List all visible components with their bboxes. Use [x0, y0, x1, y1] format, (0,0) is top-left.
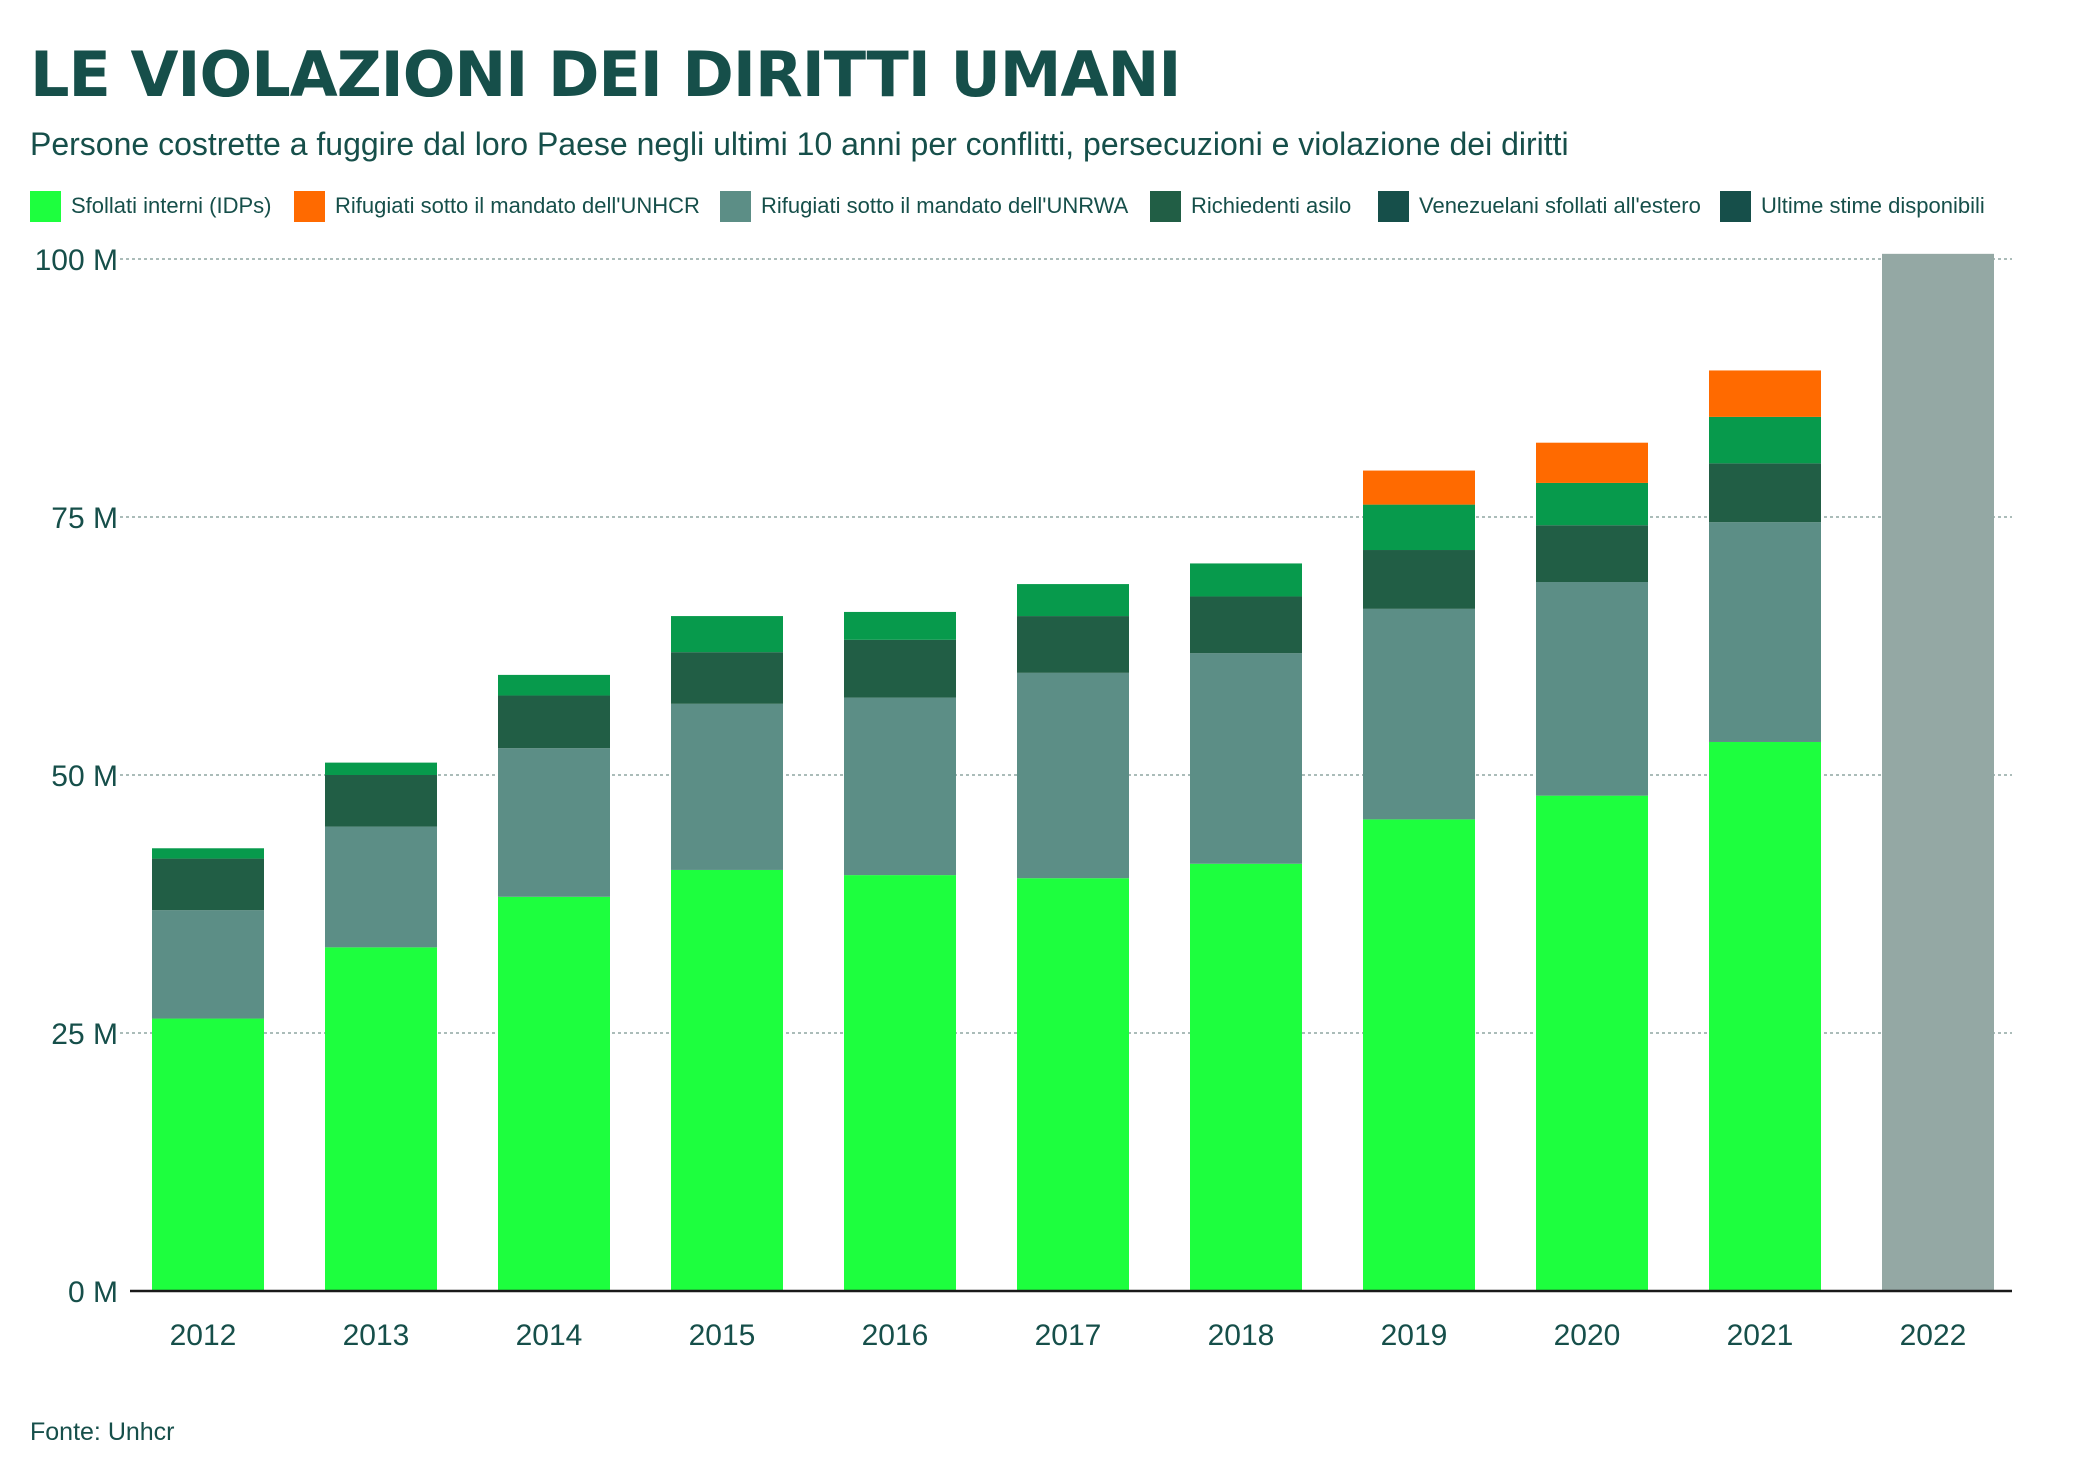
- y-tick-label: 75 M: [51, 502, 118, 535]
- x-tick-label: 2015: [689, 1319, 756, 1352]
- chart-subtitle: Persone costrette a fuggire dal loro Pae…: [30, 126, 1569, 162]
- legend-swatch: [1378, 190, 1409, 222]
- chart-plot: 0 M 25 M 50 M 75 M 100 M 2012 2013 2014 2015 2016…: [35, 244, 2012, 1352]
- bar-segment: [325, 947, 437, 1291]
- x-tick-label: 2013: [343, 1319, 410, 1352]
- legend-item: Rifugiati sotto il mandato dell'UNHCR: [294, 188, 700, 224]
- bar-segment: [1709, 522, 1821, 742]
- legend-swatch: [294, 190, 325, 222]
- bar-segment: [1190, 563, 1302, 597]
- x-tick-label: 2022: [1900, 1319, 1967, 1352]
- bar-segment: [1536, 582, 1648, 796]
- legend-label: Ultime stime disponibili: [1761, 193, 1985, 218]
- legend-label: Sfollati interni (IDPs): [71, 193, 272, 218]
- bar-segment: [1536, 482, 1648, 526]
- legend-swatch: [1720, 190, 1751, 222]
- bar-segment: [844, 639, 956, 698]
- bar-segment: [325, 826, 437, 948]
- bar-segment: [1363, 550, 1475, 609]
- bar-segment: [498, 695, 610, 749]
- y-tick-label: 25 M: [51, 1018, 118, 1051]
- x-tick-label: 2014: [516, 1319, 583, 1352]
- bar-segment: [152, 848, 264, 859]
- chart-legend: Sfollati interni (IDPs) Rifugiati sotto i…: [30, 188, 2060, 224]
- y-tick-label: 0 M: [68, 1276, 118, 1309]
- bar-segment: [152, 858, 264, 911]
- x-tick-label: 2021: [1727, 1319, 1794, 1352]
- bar-segment: [671, 616, 783, 653]
- bar-segment: [152, 1018, 264, 1291]
- bar-segment: [844, 875, 956, 1291]
- chart-title: LE VIOLAZIONI DEI DIRITTI UMANI: [30, 38, 1181, 111]
- bar-segment: [1363, 504, 1475, 551]
- bar-segment: [1017, 878, 1129, 1291]
- y-tick-label: 100 M: [35, 244, 118, 277]
- bar-segment: [498, 674, 610, 696]
- bar-segment: [671, 703, 783, 870]
- legend-label: Rifugiati sotto il mandato dell'UNHCR: [335, 193, 700, 218]
- x-tick-label: 2018: [1208, 1319, 1275, 1352]
- legend-item: Richiedenti asilo: [1150, 188, 1351, 224]
- bar-segment: [1882, 253, 1994, 1292]
- bar-segment: [1709, 741, 1821, 1291]
- legend-item: Rifugiati sotto il mandato dell'UNRWA: [720, 188, 1128, 224]
- x-tick-label: 2012: [170, 1319, 237, 1352]
- x-tick-label: 2016: [862, 1319, 929, 1352]
- x-tick-label: 2017: [1035, 1319, 1102, 1352]
- bar-segment: [498, 896, 610, 1291]
- bar-segment: [1190, 863, 1302, 1291]
- y-tick-label: 50 M: [51, 760, 118, 793]
- bar-segment: [1190, 596, 1302, 654]
- bar-segment: [1536, 442, 1648, 483]
- legend-swatch: [1150, 190, 1181, 222]
- x-tick-label: 2020: [1554, 1319, 1621, 1352]
- bar-segment: [1017, 616, 1129, 673]
- legend-item: Venezuelani sfollati all'estero: [1378, 188, 1701, 224]
- legend-swatch: [720, 190, 751, 222]
- legend-swatch: [30, 190, 61, 222]
- x-tick-label: 2019: [1381, 1319, 1448, 1352]
- bar-segment: [671, 869, 783, 1291]
- bar-segment: [671, 652, 783, 704]
- legend-label: Venezuelani sfollati all'estero: [1419, 193, 1701, 218]
- bar-segment: [1363, 819, 1475, 1291]
- legend-label: Rifugiati sotto il mandato dell'UNRWA: [761, 193, 1129, 218]
- bar-segment: [844, 697, 956, 876]
- legend-item: Sfollati interni (IDPs): [30, 188, 272, 224]
- bar-segment: [1363, 608, 1475, 820]
- bar-segment: [1363, 470, 1475, 505]
- bar-segment: [844, 611, 956, 640]
- legend-item: Ultime stime disponibili: [1720, 188, 1985, 224]
- legend-label: Richiedenti asilo: [1191, 193, 1352, 218]
- bar-segment: [1017, 672, 1129, 879]
- bar-segment: [1709, 416, 1821, 464]
- bar-segment: [498, 748, 610, 897]
- bar-segment: [1536, 525, 1648, 583]
- bar-segment: [325, 762, 437, 775]
- bar-segment: [1709, 463, 1821, 523]
- bar-segment: [1709, 370, 1821, 417]
- bar-segment: [152, 910, 264, 1019]
- bar-segment: [1536, 795, 1648, 1291]
- bar-segment: [325, 775, 437, 827]
- source-note: Fonte: Unhcr: [30, 1418, 175, 1446]
- bar-segment: [1190, 653, 1302, 864]
- bar-segment: [1017, 584, 1129, 617]
